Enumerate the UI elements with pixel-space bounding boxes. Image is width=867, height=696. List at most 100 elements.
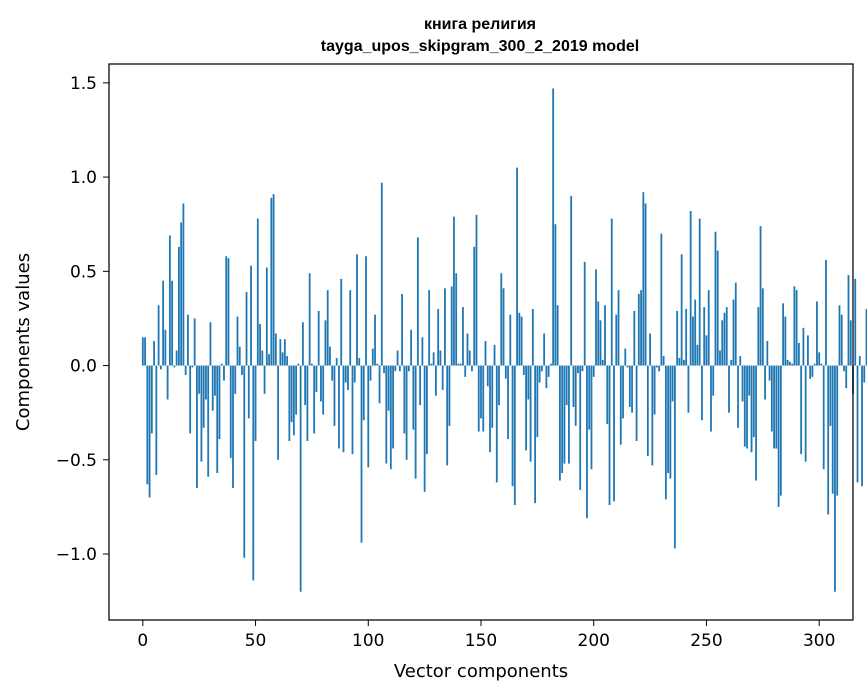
bar-component-244 [692,316,694,366]
bar-component-55 [265,267,268,366]
bar-component-241 [685,309,688,366]
bar-component-63 [283,339,286,366]
bar-component-28 [205,365,207,400]
bar-component-283 [779,365,782,496]
bar-component-18 [182,203,185,366]
bar-component-121 [414,365,417,479]
bar-component-213 [622,365,624,419]
bar-component-142 [462,307,464,366]
bar-component-7 [157,305,160,366]
x-tick-label: 300 [803,631,835,651]
bar-component-33 [216,365,219,473]
bar-component-77 [315,365,318,392]
bar-component-280 [773,365,775,449]
chart-title-line1: книга религия [424,16,536,33]
bar-component-293 [802,327,805,366]
bar-component-218 [633,310,636,366]
bar-component-71 [301,322,304,366]
bar-component-178 [543,333,546,366]
bar-component-302 [822,365,825,470]
bar-component-296 [809,365,812,379]
bar-component-125 [423,365,426,492]
bar-component-39 [229,365,232,458]
bar-component-292 [800,365,803,455]
bar-component-52 [259,324,261,366]
bar-component-106 [380,182,383,366]
bar-component-211 [617,290,620,366]
bar-component-190 [570,195,573,366]
bar-component-317 [856,365,859,483]
bar-component-188 [565,365,568,406]
bar-component-154 [489,365,491,453]
bar-component-195 [581,365,584,372]
bar-component-24 [196,365,198,489]
bar-component-273 [757,307,760,366]
bar-component-298 [813,363,816,366]
bar-component-281 [775,365,778,449]
bar-component-203 [599,320,602,366]
bar-component-236 [673,365,676,549]
bar-component-88 [340,278,343,366]
bar-component-118 [407,365,410,372]
x-tick-label: 0 [137,631,148,651]
x-axis-label: Vector components [394,661,568,682]
y-tick-label: 1.5 [70,74,97,94]
bar-component-222 [642,192,645,366]
bar-component-159 [500,273,503,366]
bar-component-233 [667,365,670,473]
bar-component-214 [624,348,627,366]
bar-component-143 [464,365,467,377]
bar-component-260 [728,365,730,413]
bar-component-117 [405,365,408,460]
bar-component-14 [173,365,176,368]
bar-component-132 [439,350,442,366]
bar-component-83 [329,346,331,366]
y-tick-label: 0.5 [70,262,97,282]
bar-component-113 [396,350,399,366]
bar-component-114 [398,365,401,372]
bar-component-108 [385,365,388,464]
bar-component-21 [189,365,192,434]
bar-component-208 [610,218,613,366]
bar-component-182 [552,88,555,366]
bar-component-157 [495,365,498,483]
bar-component-291 [797,342,800,366]
bar-component-198 [588,365,591,430]
bar-component-37 [225,256,228,366]
bar-component-155 [491,365,494,428]
bar-component-44 [241,365,243,375]
bar-component-297 [811,365,814,377]
bar-component-288 [791,363,794,366]
bar-component-263 [734,282,737,366]
bar-component-152 [484,341,487,366]
bar-component-74 [308,273,311,366]
y-tick-label: −1.0 [56,545,97,565]
bar-component-269 [748,365,751,396]
bar-component-29 [207,365,210,477]
bar-component-164 [511,365,514,487]
bar-component-270 [750,365,753,453]
bar-component-3 [148,365,151,498]
bar-component-303 [825,260,827,366]
bar-component-72 [304,365,307,406]
bar-component-2 [146,365,149,485]
bar-component-156 [493,344,496,366]
bar-component-38 [227,258,230,366]
bar-component-264 [737,365,739,428]
bar-component-98 [362,365,365,421]
bar-component-268 [746,365,748,449]
bar-component-234 [669,365,672,479]
bar-component-294 [804,365,807,462]
bar-component-186 [561,365,564,473]
bar-component-104 [376,363,379,366]
bar-component-285 [784,316,787,366]
bar-component-169 [522,365,525,375]
bar-component-305 [829,365,832,426]
bar-component-206 [606,365,609,424]
bar-component-200 [592,365,595,377]
bar-component-111 [392,365,394,449]
bar-component-31 [211,365,214,411]
bar-component-250 [705,335,708,366]
bar-component-70 [299,365,302,592]
bar-component-147 [473,246,476,366]
